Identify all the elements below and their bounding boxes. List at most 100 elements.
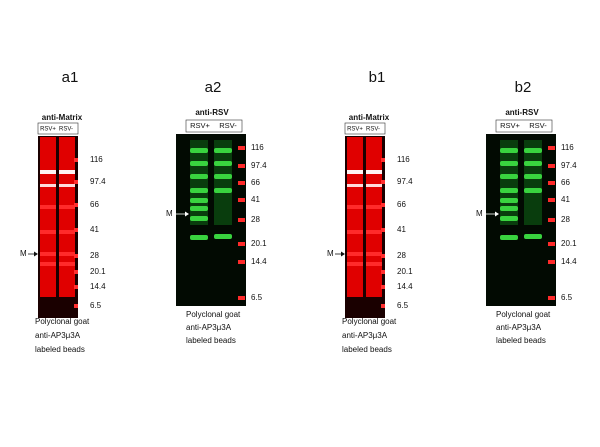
ladder-band xyxy=(548,146,555,150)
ladder-band xyxy=(238,260,245,264)
antibody-label: anti-Matrix xyxy=(42,113,83,122)
ladder-band xyxy=(548,198,555,202)
ladder-band xyxy=(548,296,555,300)
blot-panel: a1 anti-Matrix RSV+ RSV- 116 97.4 66 41 28 20.1 14… xyxy=(20,69,106,354)
ladder-band xyxy=(381,203,385,207)
marker-label: 6.5 xyxy=(251,293,263,302)
band xyxy=(214,148,232,153)
lane-smear xyxy=(347,137,363,297)
blot-panel: b1 anti-Matrix RSV+ RSV- 116 97.4 66 41 28 20.1 14… xyxy=(327,69,413,354)
ladder-band xyxy=(238,146,245,150)
ladder-band xyxy=(74,203,78,207)
caption-line: labeled beads xyxy=(496,336,546,345)
lane-label: RSV- xyxy=(59,127,73,133)
band xyxy=(500,198,518,203)
band xyxy=(59,205,75,209)
ladder-band xyxy=(381,228,385,232)
lane-box xyxy=(495,119,553,133)
ladder-band xyxy=(74,304,78,308)
blot-panel: b2 anti-RSV RSV+ RSV- 116 97.4 66 41 28 20.1 14.4 6… xyxy=(476,79,577,345)
band xyxy=(40,170,56,174)
band xyxy=(40,184,56,187)
ladder-band xyxy=(74,228,78,232)
marker-label: 28 xyxy=(90,251,99,260)
lane-smear xyxy=(40,137,56,297)
band xyxy=(366,170,382,174)
panel-label: a1 xyxy=(62,69,79,86)
marker-label: 41 xyxy=(561,195,570,204)
band xyxy=(366,262,382,266)
band xyxy=(214,161,232,166)
ladder-band xyxy=(74,180,78,184)
band xyxy=(190,174,208,179)
arrow-head xyxy=(185,211,189,217)
ladder-band xyxy=(381,254,385,258)
marker-label: 6.5 xyxy=(90,301,102,310)
ladder-band xyxy=(381,285,385,289)
marker-label: 41 xyxy=(397,225,406,234)
caption-line: Polyclonal goat xyxy=(342,317,397,326)
ladder-band xyxy=(381,304,385,308)
marker-label: 20.1 xyxy=(90,267,106,276)
band-marker: M xyxy=(166,209,173,218)
band xyxy=(500,216,518,221)
band xyxy=(347,205,363,209)
marker-label: 6.5 xyxy=(397,301,409,310)
lane-label: RSV+ xyxy=(500,121,520,130)
marker-label: 20.1 xyxy=(561,239,577,248)
lane-label: RSV+ xyxy=(190,121,210,130)
band-marker: M xyxy=(327,249,334,258)
lane-label: RSV- xyxy=(366,127,380,133)
arrow-head xyxy=(34,251,38,257)
marker-label: 116 xyxy=(561,143,574,152)
band xyxy=(347,252,363,256)
caption-line: anti-AP3μ3A xyxy=(186,323,232,332)
band xyxy=(59,262,75,266)
marker-label: 97.4 xyxy=(561,161,577,170)
band xyxy=(59,184,75,187)
band xyxy=(214,234,232,239)
caption-line: anti-AP3μ3A xyxy=(35,331,81,340)
lane-smear xyxy=(366,137,382,297)
antibody-label: anti-RSV xyxy=(195,108,229,117)
band xyxy=(59,170,75,174)
band xyxy=(524,188,542,193)
band xyxy=(366,205,382,209)
arrow-head xyxy=(495,211,499,217)
marker-label: 28 xyxy=(561,215,570,224)
marker-label: 66 xyxy=(561,178,570,187)
marker-label: 116 xyxy=(90,155,103,164)
ladder-band xyxy=(381,270,385,274)
marker-label: 116 xyxy=(251,143,264,152)
band xyxy=(500,148,518,153)
band xyxy=(347,230,363,234)
ladder-band xyxy=(548,242,555,246)
ladder-band xyxy=(74,285,78,289)
marker-label: 97.4 xyxy=(251,161,267,170)
band xyxy=(40,262,56,266)
ladder-band xyxy=(548,260,555,264)
lane-smear xyxy=(59,137,75,297)
marker-label: 14.4 xyxy=(561,257,577,266)
lane-box xyxy=(344,122,386,135)
marker-label: 20.1 xyxy=(251,239,267,248)
marker-label: 28 xyxy=(397,251,406,260)
ladder-band xyxy=(548,181,555,185)
caption-line: Polyclonal goat xyxy=(496,310,551,319)
antibody-label: anti-Matrix xyxy=(349,113,390,122)
lane-label: RSV+ xyxy=(347,127,363,133)
band xyxy=(347,170,363,174)
marker-label: 6.5 xyxy=(561,293,573,302)
band xyxy=(190,235,208,240)
band xyxy=(214,174,232,179)
band xyxy=(40,230,56,234)
band xyxy=(500,235,518,240)
ladder-band xyxy=(74,270,78,274)
ladder-band xyxy=(74,254,78,258)
band-marker: M xyxy=(20,249,27,258)
band xyxy=(190,216,208,221)
band xyxy=(524,161,542,166)
panel-label: b2 xyxy=(515,79,532,96)
ladder-band xyxy=(238,198,245,202)
